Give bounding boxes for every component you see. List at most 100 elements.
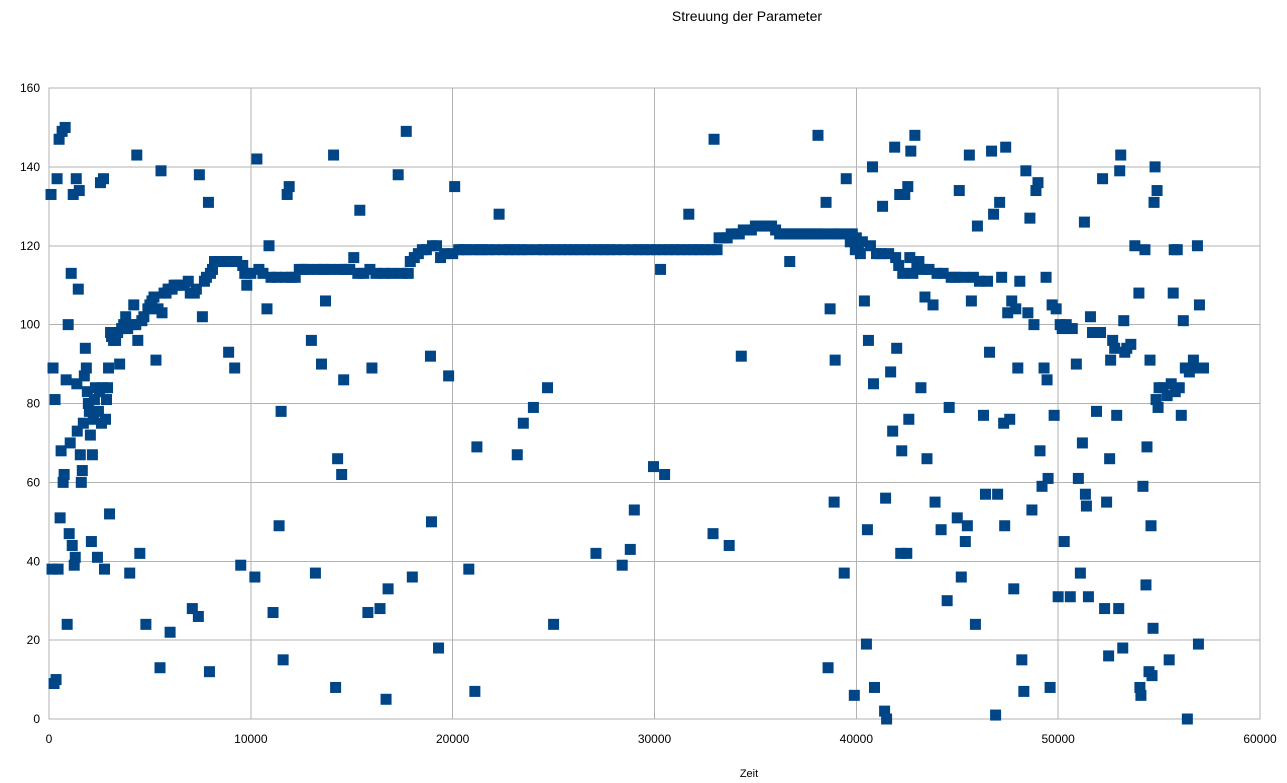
data-point	[663, 244, 675, 256]
data-point	[1041, 374, 1053, 386]
data-point	[509, 244, 521, 256]
data-point	[134, 547, 146, 559]
data-point	[1157, 382, 1169, 394]
data-point	[1052, 591, 1064, 603]
data-point	[992, 488, 1004, 500]
data-point	[531, 244, 543, 256]
y-tick-label: 120	[20, 239, 40, 253]
data-point	[1000, 141, 1012, 153]
data-point	[590, 547, 602, 559]
data-point	[49, 394, 61, 406]
data-point	[669, 244, 681, 256]
data-point	[433, 642, 445, 654]
data-point	[1040, 271, 1052, 283]
data-point	[1134, 681, 1146, 693]
data-point	[1152, 401, 1164, 413]
data-point	[707, 528, 719, 540]
data-point	[267, 607, 279, 619]
data-point	[79, 342, 91, 354]
data-point	[923, 263, 935, 275]
x-axis-label: Zeit	[740, 768, 758, 780]
x-tick-label: 20000	[436, 732, 470, 746]
data-point	[311, 263, 323, 275]
data-point	[1020, 165, 1032, 177]
data-point	[138, 311, 150, 323]
data-point	[1133, 287, 1145, 299]
data-point	[1109, 342, 1121, 354]
data-point	[1149, 161, 1161, 173]
data-point	[1147, 622, 1159, 634]
data-point	[73, 185, 85, 197]
data-point	[449, 181, 461, 193]
y-tick-label: 80	[27, 397, 41, 411]
data-point	[186, 603, 198, 615]
x-tick-labels: 0 10000 20000 30000 40000 50000 60000	[46, 732, 1277, 746]
data-point	[1042, 472, 1054, 484]
data-point	[1192, 638, 1204, 650]
data-point	[471, 441, 483, 453]
data-point	[973, 275, 985, 287]
data-point	[241, 279, 253, 291]
data-point	[320, 295, 332, 307]
data-point	[83, 405, 95, 417]
data-point	[951, 512, 963, 524]
data-point	[237, 259, 249, 271]
data-point	[986, 145, 998, 157]
data-point	[868, 681, 880, 693]
data-point	[202, 196, 214, 208]
data-point	[708, 133, 720, 145]
data-point	[1187, 354, 1199, 366]
data-point	[904, 252, 916, 264]
data-point	[850, 232, 862, 244]
data-point	[988, 208, 1000, 220]
data-point	[50, 674, 62, 686]
data-point	[154, 662, 166, 674]
data-point	[909, 129, 921, 141]
data-point	[378, 267, 390, 279]
data-point	[97, 173, 109, 185]
data-point	[374, 603, 386, 615]
data-point	[1074, 567, 1086, 579]
data-point	[431, 240, 443, 252]
data-point	[1099, 603, 1111, 615]
data-point	[131, 149, 143, 161]
data-point	[273, 520, 285, 532]
data-point	[903, 413, 915, 425]
data-point	[54, 512, 66, 524]
data-point	[844, 236, 856, 248]
data-point	[848, 689, 860, 701]
data-point	[705, 244, 717, 256]
data-point	[941, 595, 953, 607]
data-point	[880, 492, 892, 504]
data-point	[406, 571, 418, 583]
data-point	[85, 536, 97, 548]
data-point	[80, 362, 92, 374]
data-point	[104, 508, 116, 520]
data-point	[723, 539, 735, 551]
data-point	[72, 283, 84, 295]
data-point	[1129, 240, 1141, 252]
y-tick-labels: 0 20 40 60 80 100 120 140 160	[20, 81, 40, 726]
data-point	[1012, 362, 1024, 374]
data-point	[784, 256, 796, 268]
data-point	[822, 662, 834, 674]
data-point	[511, 449, 523, 461]
data-point	[60, 374, 72, 386]
data-point	[624, 543, 636, 555]
data-point	[344, 263, 356, 275]
data-point	[338, 374, 350, 386]
data-point	[977, 409, 989, 421]
data-point	[1050, 303, 1062, 315]
data-point	[1171, 244, 1183, 256]
data-point	[957, 271, 969, 283]
data-point	[867, 378, 879, 390]
data-point	[1072, 472, 1084, 484]
data-point	[879, 705, 891, 717]
y-tick-label: 40	[27, 554, 41, 568]
data-point	[574, 244, 586, 256]
data-point	[655, 263, 667, 275]
data-point	[1145, 520, 1157, 532]
data-point	[907, 267, 919, 279]
data-point	[927, 299, 939, 311]
data-point	[65, 267, 77, 279]
